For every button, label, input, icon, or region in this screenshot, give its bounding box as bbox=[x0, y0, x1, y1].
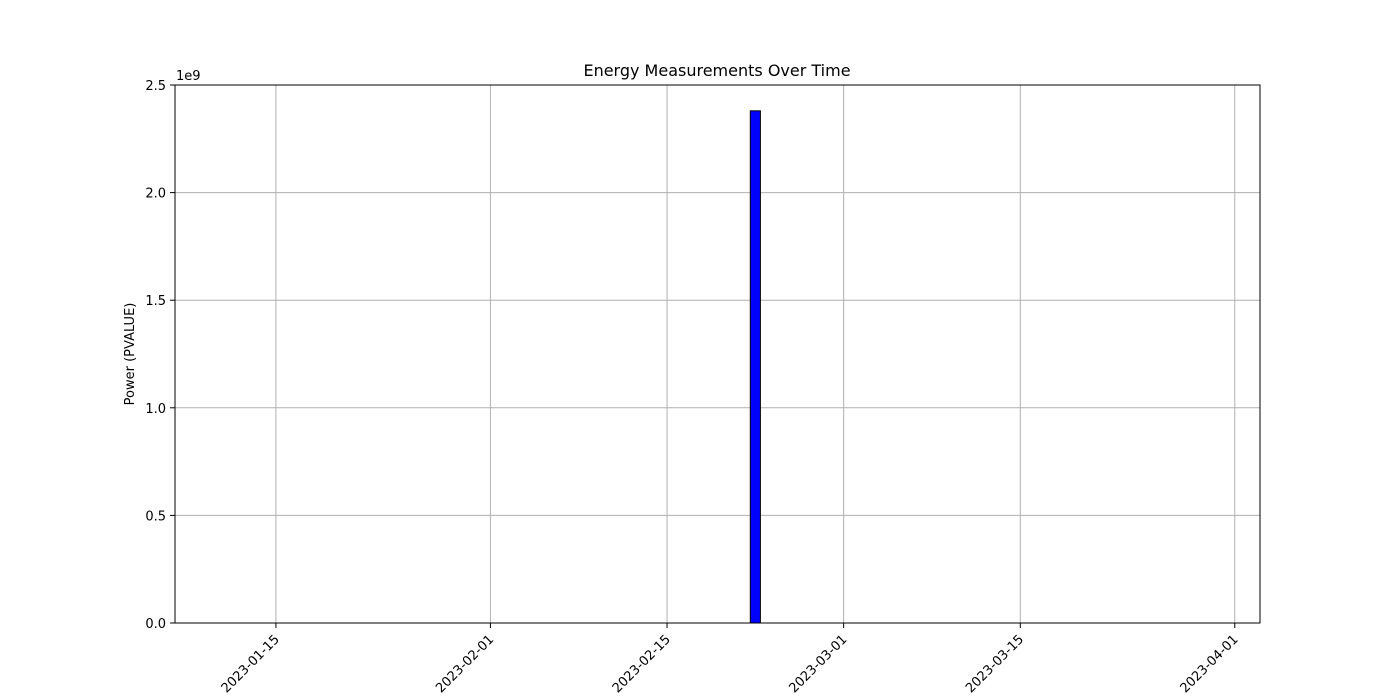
x-tick-label: 2023-02-15 bbox=[610, 632, 674, 696]
y-offset-label: 1e9 bbox=[176, 69, 201, 84]
x-tick-label: 2023-04-01 bbox=[1178, 632, 1242, 696]
y-tick-label: 0.0 bbox=[145, 617, 166, 632]
x-tick-label: 2023-03-01 bbox=[786, 632, 850, 696]
y-tick-label: 1.0 bbox=[145, 402, 166, 417]
bar bbox=[749, 110, 761, 624]
chart-title: Energy Measurements Over Time bbox=[583, 61, 850, 80]
plot-frame bbox=[174, 84, 1261, 624]
ticks: 0.0 0.5 1.0 1.5 2.0 2.5 2023-01-15 2023-02-01 20… bbox=[145, 79, 1241, 696]
x-tick-label: 2023-02-01 bbox=[433, 632, 497, 696]
y-tick-label: 2.5 bbox=[145, 79, 166, 94]
bars bbox=[749, 110, 761, 624]
y-axis-label: Power (PVALUE) bbox=[123, 303, 138, 406]
y-tick-label: 0.5 bbox=[145, 509, 166, 524]
grid bbox=[175, 84, 1260, 624]
x-tick-label: 2023-03-15 bbox=[963, 632, 1027, 696]
y-tick-label: 1.5 bbox=[145, 294, 166, 309]
x-tick-label: 2023-01-15 bbox=[219, 632, 283, 696]
y-tick-label: 2.0 bbox=[145, 187, 166, 202]
